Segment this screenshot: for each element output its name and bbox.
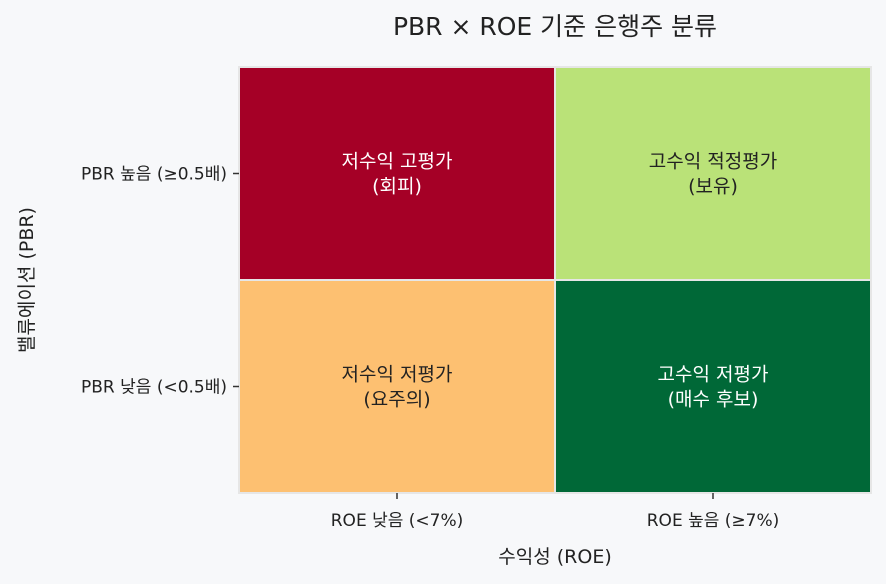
y-axis-label: 밸류에이션 (PBR) (16, 207, 38, 353)
y-tick-label: PBR 낮음 (<0.5배) (81, 378, 227, 398)
cell-label: 저수익 저평가 (342, 364, 453, 386)
chart-title: PBR × ROE 기준 은행주 분류 (393, 12, 717, 41)
heatmap-cell (554, 66, 872, 281)
heatmap-cell (554, 279, 872, 494)
x-tick-label: ROE 낮음 (<7%) (331, 511, 464, 531)
heatmap-cell (238, 66, 556, 281)
heatmap-cell (238, 279, 556, 494)
cell-label: 고수익 저평가 (658, 364, 769, 386)
cell-sublabel: (매수 후보) (668, 389, 759, 411)
cell-sublabel: (요주의) (363, 389, 430, 411)
cell-label: 고수익 적정평가 (649, 151, 777, 173)
cell-label: 저수익 고평가 (342, 151, 453, 173)
x-axis-label: 수익성 (ROE) (498, 546, 611, 568)
cell-sublabel: (회피) (372, 176, 422, 198)
cell-sublabel: (보유) (688, 176, 738, 198)
y-tick-label: PBR 높음 (≥0.5배) (81, 165, 227, 185)
x-tick-label: ROE 높음 (≥7%) (647, 511, 780, 531)
heatmap-cells: 저수익 고평가 (회피) 고수익 적정평가 (보유) 저수익 저평가 (요주의) 고수익 저… (238, 66, 872, 494)
axis-ticks: ROE 낮음 (<7%) ROE 높음 (≥7%) PBR 높음 (≥0.5배) PB… (81, 165, 779, 532)
